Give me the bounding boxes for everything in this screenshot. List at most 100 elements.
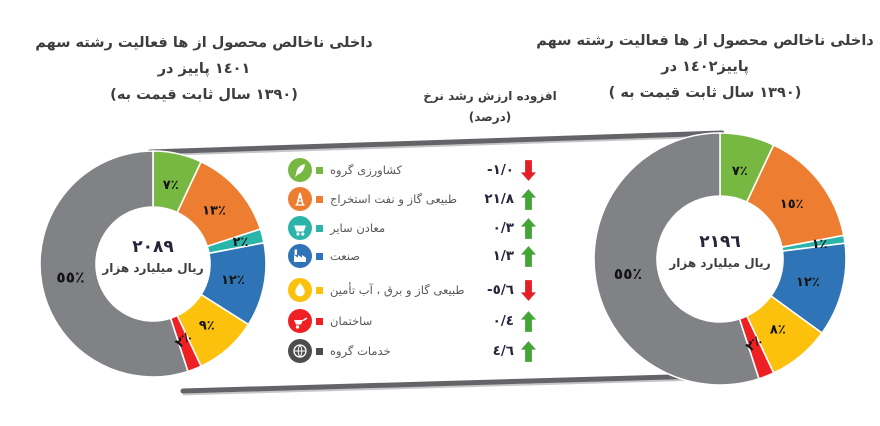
word: استخراج: [330, 192, 371, 206]
legend-bullet: [316, 224, 323, 232]
growth-rate-header-line1: نرخ رشد ارزش افزوده: [418, 86, 562, 107]
word: داخلی: [830, 33, 874, 49]
right-title-line3: ( به قیمت ثابت سال ١٣٩٠): [534, 80, 876, 106]
growth-up-arrow-icon: [520, 217, 538, 240]
word: پاییز: [178, 61, 210, 77]
right-donut-total-value: ٢١٩٦: [699, 232, 741, 252]
right-donut-center-label: ٢١٩٦ هزار میلیارد ریال: [640, 232, 800, 270]
left-slice-label-2: ١٣٪: [202, 204, 226, 219]
word: گاز: [407, 192, 423, 206]
word: تأمین: [330, 283, 356, 297]
word: سایر: [330, 221, 353, 235]
right-title-line2: در پاییز١٤٠٢: [534, 54, 876, 80]
growth-down-arrow-icon: [520, 159, 538, 182]
growth-rate-value: ١/٣: [492, 248, 514, 264]
left-chart-title: سهم رشته فعالیت ها از محصول ناخالص داخلی…: [30, 30, 378, 108]
growth-up-arrow-icon: [520, 340, 538, 363]
right-slice-label-1: ٧٪: [732, 164, 748, 179]
sector-label: گروه خدمات: [330, 344, 391, 358]
word: ریال: [177, 261, 204, 275]
word: ١٣٩٠): [759, 85, 802, 101]
word: ناخالص: [773, 33, 826, 49]
word: برق: [383, 283, 403, 297]
sector-label: گروه کشاورزی: [330, 163, 402, 177]
left-slice-label-5: ٩٪: [199, 319, 215, 334]
right-title-line1: سهم رشته فعالیت ها از محصول ناخالص داخلی: [534, 28, 876, 54]
word: (درصد): [468, 110, 512, 124]
connector-line-top-shadow: [149, 135, 723, 157]
legend-row-1: گروه کشاورزی -١/٠: [288, 157, 538, 183]
word: قیمت: [136, 87, 177, 103]
services-icon: [288, 339, 312, 363]
mining-icon: [288, 216, 312, 240]
right-chart-title: سهم رشته فعالیت ها از محصول ناخالص داخلی…: [534, 28, 876, 106]
growth-rate-value: ٠/٤: [492, 313, 514, 329]
right-donut-slice-7: [593, 132, 760, 386]
word: افزوده: [516, 89, 557, 103]
legend-bullet: [316, 252, 323, 260]
word: و: [405, 283, 412, 297]
word: نرخ: [423, 89, 444, 103]
right-slice-label-4: ١٢٪: [796, 275, 820, 290]
growth-rate-value: ٢١/٨: [484, 191, 514, 207]
word: سال: [218, 87, 251, 103]
word: ثابت: [181, 87, 214, 103]
left-donut-total-value: ٢٠٨٩: [132, 237, 174, 257]
word: ها: [172, 35, 189, 51]
word: رشد: [448, 89, 474, 103]
legend-row-2: استخراج نفت و گاز طبیعی ٢١/٨: [288, 186, 538, 212]
word: فعالیت: [618, 33, 669, 49]
word: ها: [673, 33, 690, 49]
left-donut-center-label: ٢٠٨٩ هزار میلیارد ریال: [73, 237, 233, 275]
word: هزار: [102, 261, 130, 275]
sector-label: تأمین آب ، برق و گاز طبیعی: [330, 283, 465, 297]
word: معادن: [356, 221, 386, 235]
growth-rate-value: ٠/٣: [492, 220, 514, 236]
word: آب: [358, 283, 373, 297]
growth-up-arrow-icon: [520, 188, 538, 211]
left-slice-label-7: ٥٥٪: [56, 269, 84, 287]
word: (به: [110, 87, 132, 103]
word: داخلی: [329, 35, 373, 51]
left-title-line3: (به قیمت ثابت سال ١٣٩٠): [30, 82, 378, 108]
word: سهم: [536, 33, 572, 49]
word: از: [193, 35, 207, 51]
right-donut-total-unit: هزار میلیارد ریال: [640, 256, 800, 270]
word: در: [157, 61, 174, 77]
word: محصول: [211, 35, 268, 51]
word: طبیعی: [425, 192, 457, 206]
oil-gas-extraction-icon: [288, 187, 312, 211]
growth-rate-header-line2: (درصد): [418, 107, 562, 128]
word: فعالیت: [117, 35, 168, 51]
growth-rate-header: نرخ رشد ارزش افزوده (درصد): [418, 86, 562, 128]
left-title-line1: سهم رشته فعالیت ها از محصول ناخالص داخلی: [30, 30, 378, 56]
left-slice-label-3: ٢٪: [233, 235, 249, 250]
left-donut-total-unit: هزار میلیارد ریال: [73, 261, 233, 275]
word: ارزش: [477, 89, 513, 103]
word: کشاورزی: [357, 163, 402, 177]
legend-row-4: صنعت ١/٣: [288, 243, 538, 269]
legend-bullet: [316, 166, 323, 174]
word: ناخالص: [272, 35, 325, 51]
connector-line-top: [147, 130, 725, 155]
word: گاز: [415, 283, 430, 297]
growth-rate-value: -١/٠: [486, 162, 514, 178]
growth-rate-value: ٤/٦: [492, 343, 514, 359]
left-slice-label-1: ٧٪: [163, 178, 179, 193]
growth-up-arrow-icon: [520, 245, 538, 268]
legend-bullet: [316, 286, 323, 294]
legend-row-7: گروه خدمات ٤/٦: [288, 338, 538, 364]
word: ثابت: [685, 85, 717, 101]
word: ١٣٩٠): [255, 87, 298, 103]
left-slice-label-4: ١٢٪: [221, 273, 245, 288]
word: ،: [376, 283, 381, 297]
sector-growth-legend: گروه کشاورزی -١/٠ استخراج نفت و گاز طبیعی ٢…: [288, 150, 538, 372]
word: ١٤٠١: [214, 61, 251, 77]
legend-row-3: سایر معادن ٠/٣: [288, 215, 538, 241]
word: از: [694, 33, 708, 49]
growth-up-arrow-icon: [520, 310, 538, 333]
industry-icon: [288, 244, 312, 268]
word: میلیارد: [133, 261, 174, 275]
